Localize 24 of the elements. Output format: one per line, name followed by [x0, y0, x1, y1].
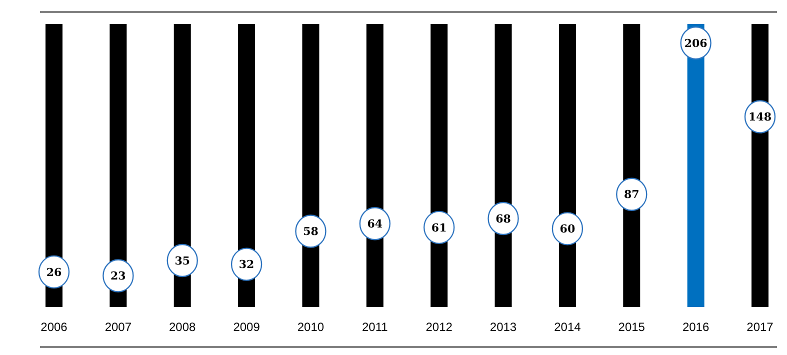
data-label: 87 [624, 188, 640, 202]
data-label: 35 [174, 254, 190, 268]
x-tick-label: 2015 [618, 320, 646, 334]
data-label: 32 [238, 258, 254, 272]
x-tick-label: 2006 [40, 320, 68, 334]
data-label: 26 [46, 266, 62, 279]
data-label: 68 [496, 212, 512, 226]
data-label: 148 [748, 110, 772, 124]
x-tick-label: 2013 [490, 320, 517, 334]
x-tick-label: 2017 [746, 320, 774, 334]
data-label: 23 [110, 270, 126, 283]
x-tick-label: 2014 [554, 320, 582, 334]
x-tick-label: 2012 [426, 320, 453, 334]
x-tick-label: 2007 [104, 320, 132, 334]
x-tick-label: 2016 [682, 320, 710, 334]
x-tick-label: 2010 [297, 320, 324, 334]
x-tick-label: 2008 [169, 320, 196, 334]
x-tick-label: 2011 [362, 320, 388, 334]
data-label: 206 [684, 36, 708, 50]
data-label: 61 [431, 221, 447, 234]
data-label: 58 [303, 225, 319, 238]
data-label: 60 [560, 222, 576, 236]
x-tick-label: 2009 [233, 320, 260, 334]
data-label: 64 [367, 217, 383, 230]
